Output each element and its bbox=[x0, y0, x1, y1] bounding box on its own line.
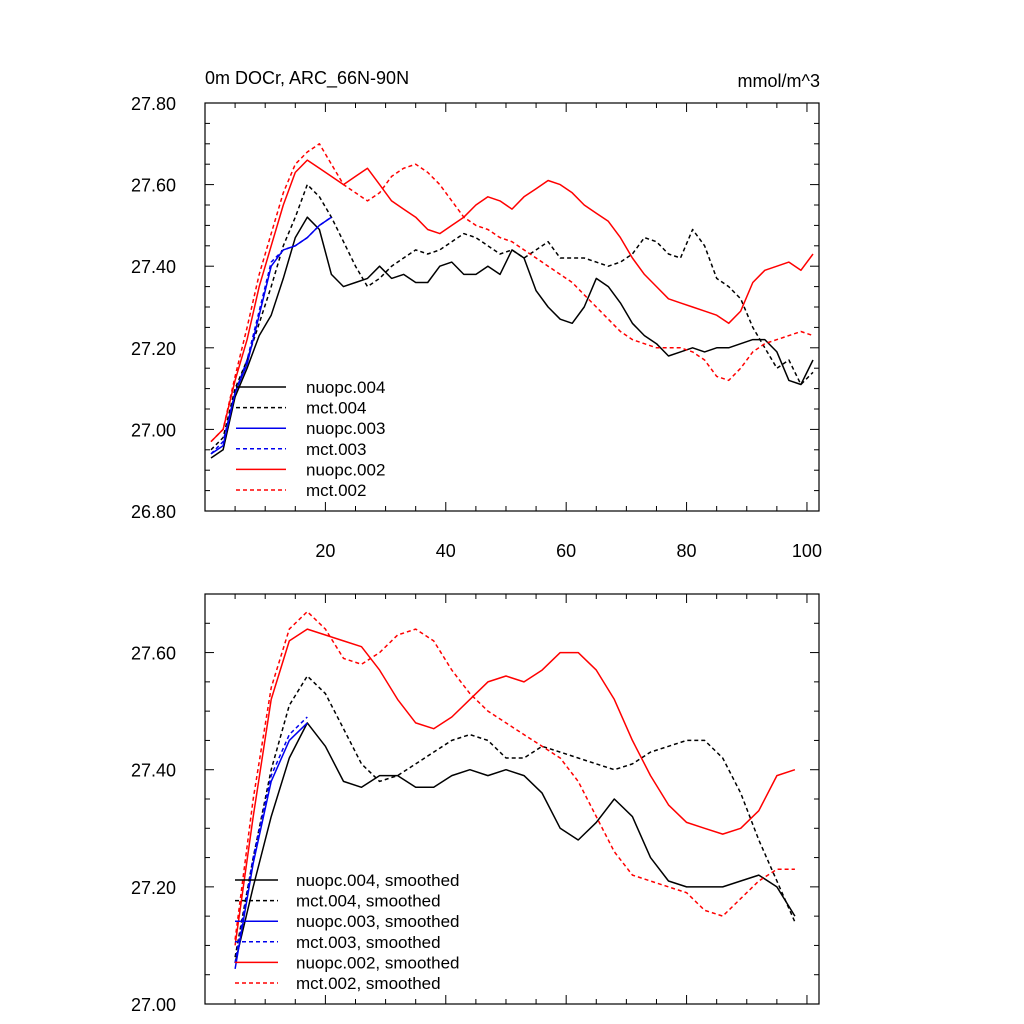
legend-label-mct-004-smoothed: mct.004, smoothed bbox=[296, 892, 441, 911]
series-line-mct-003-smoothed bbox=[234, 716, 308, 964]
legend-label-nuopc-004-smoothed: nuopc.004, smoothed bbox=[296, 871, 460, 890]
y-tick-label: 27.00 bbox=[131, 995, 176, 1015]
series-line-mct-004-smoothed bbox=[234, 675, 796, 958]
y-tick-label: 27.40 bbox=[131, 257, 176, 277]
bottom-panel: 27.00 27.20 27.40 27.60 nuopc.004, smoothed m… bbox=[131, 593, 820, 1015]
series-line-mct-002-smoothed bbox=[234, 610, 795, 940]
series-line-mct-004 bbox=[210, 183, 814, 451]
legend-label-mct-003: mct.003 bbox=[306, 440, 366, 459]
legend-label-mct-004: mct.004 bbox=[306, 399, 366, 418]
x-tick-label: 100 bbox=[792, 541, 822, 561]
series-line-mct-003 bbox=[210, 216, 332, 455]
plot-frame bbox=[204, 102, 820, 512]
legend-label-mct-003-smoothed: mct.003, smoothed bbox=[296, 933, 441, 952]
y-tick-label: 27.00 bbox=[131, 420, 176, 440]
top-panel: 20 40 60 80 100 26.80 27.00 27.20 27.40 27.60 27.8… bbox=[131, 94, 822, 561]
y-tick-label: 27.20 bbox=[131, 339, 176, 359]
legend-label-nuopc-003-smoothed: nuopc.003, smoothed bbox=[296, 912, 460, 931]
chart-units: mmol/m^3 bbox=[738, 71, 820, 91]
legend-label-mct-002-smoothed: mct.002, smoothed bbox=[296, 974, 441, 993]
series-line-mct-002 bbox=[210, 143, 814, 443]
series-line-nuopc-003-smoothed bbox=[234, 722, 308, 970]
x-tick-label: 40 bbox=[436, 541, 456, 561]
legend-label-nuopc-003: nuopc.003 bbox=[306, 419, 385, 438]
series-line-nuopc-002-smoothed bbox=[234, 628, 796, 946]
legend-label-nuopc-002-smoothed: nuopc.002, smoothed bbox=[296, 953, 460, 972]
series-line-nuopc-004 bbox=[210, 216, 814, 459]
series-line-nuopc-002 bbox=[210, 159, 814, 443]
x-tick-label: 20 bbox=[315, 541, 335, 561]
x-tick-label: 60 bbox=[556, 541, 576, 561]
y-tick-label: 26.80 bbox=[131, 502, 176, 522]
y-tick-label: 27.60 bbox=[131, 644, 176, 664]
chart-title: 0m DOCr, ARC_66N-90N bbox=[205, 68, 409, 89]
legend-label-nuopc-002: nuopc.002 bbox=[306, 460, 385, 479]
series-line-nuopc-004-smoothed bbox=[234, 722, 796, 964]
legend-label-nuopc-004: nuopc.004 bbox=[306, 378, 385, 397]
y-tick-label: 27.60 bbox=[131, 176, 176, 196]
x-tick-label: 80 bbox=[677, 541, 697, 561]
y-tick-label: 27.20 bbox=[131, 878, 176, 898]
y-tick-label: 27.40 bbox=[131, 761, 176, 781]
legend-label-mct-002: mct.002 bbox=[306, 481, 366, 500]
y-tick-label: 27.80 bbox=[131, 94, 176, 114]
